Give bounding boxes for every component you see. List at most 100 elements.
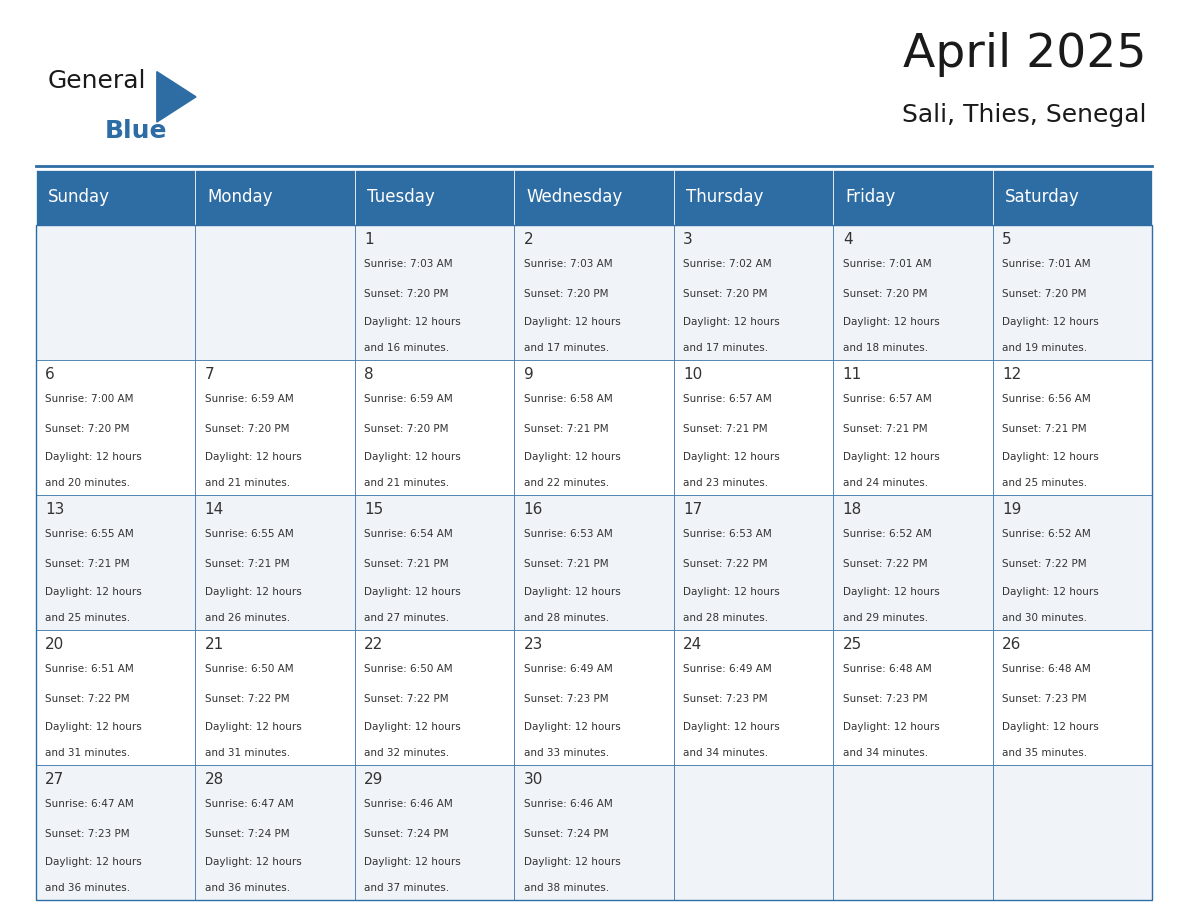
Text: Daylight: 12 hours: Daylight: 12 hours [842,453,940,463]
Text: and 34 minutes.: and 34 minutes. [842,748,928,757]
Text: Sunset: 7:20 PM: Sunset: 7:20 PM [365,289,449,299]
Text: 21: 21 [204,637,223,652]
Text: and 18 minutes.: and 18 minutes. [842,343,928,353]
Text: 1: 1 [365,232,374,247]
Text: and 22 minutes.: and 22 minutes. [524,478,609,487]
Text: and 29 minutes.: and 29 minutes. [842,613,928,622]
Text: Daylight: 12 hours: Daylight: 12 hours [365,722,461,733]
Text: Sunrise: 6:48 AM: Sunrise: 6:48 AM [842,664,931,674]
Bar [514,630,674,765]
Bar [674,170,833,225]
Text: Sunrise: 6:46 AM: Sunrise: 6:46 AM [524,799,613,809]
Text: Daylight: 12 hours: Daylight: 12 hours [842,588,940,598]
Text: Sunrise: 6:49 AM: Sunrise: 6:49 AM [683,664,772,674]
Text: 24: 24 [683,637,702,652]
Text: Sunrise: 6:49 AM: Sunrise: 6:49 AM [524,664,613,674]
Text: Daylight: 12 hours: Daylight: 12 hours [524,318,620,328]
Text: Sunrise: 6:56 AM: Sunrise: 6:56 AM [1003,394,1091,404]
Text: Daylight: 12 hours: Daylight: 12 hours [45,722,141,733]
Text: Blue: Blue [105,119,168,143]
Text: Daylight: 12 hours: Daylight: 12 hours [524,857,620,868]
Text: Sunset: 7:21 PM: Sunset: 7:21 PM [524,559,608,569]
Text: and 37 minutes.: and 37 minutes. [365,883,449,892]
Text: Daylight: 12 hours: Daylight: 12 hours [204,588,302,598]
Text: 10: 10 [683,367,702,382]
Text: Sunrise: 6:47 AM: Sunrise: 6:47 AM [204,799,293,809]
Text: 13: 13 [45,502,64,517]
Text: Sunset: 7:23 PM: Sunset: 7:23 PM [1003,694,1087,704]
Text: and 21 minutes.: and 21 minutes. [204,478,290,487]
Text: Sunrise: 7:02 AM: Sunrise: 7:02 AM [683,259,772,269]
Bar [993,360,1152,495]
Text: and 17 minutes.: and 17 minutes. [524,343,609,353]
Bar [993,630,1152,765]
Text: Sunrise: 7:03 AM: Sunrise: 7:03 AM [365,259,453,269]
Bar [355,765,514,900]
Text: Daylight: 12 hours: Daylight: 12 hours [204,453,302,463]
Text: Sunrise: 6:52 AM: Sunrise: 6:52 AM [1003,529,1091,539]
Bar [674,495,833,630]
Text: Daylight: 12 hours: Daylight: 12 hours [365,857,461,868]
Text: Sunset: 7:24 PM: Sunset: 7:24 PM [524,829,608,839]
Text: Daylight: 12 hours: Daylight: 12 hours [524,722,620,733]
Text: 15: 15 [365,502,384,517]
Text: General: General [48,69,146,93]
Text: Sunrise: 6:51 AM: Sunrise: 6:51 AM [45,664,134,674]
Bar [514,765,674,900]
Bar [195,495,355,630]
Bar [36,630,195,765]
Text: and 19 minutes.: and 19 minutes. [1003,343,1087,353]
Text: 9: 9 [524,367,533,382]
Text: 4: 4 [842,232,853,247]
Text: Daylight: 12 hours: Daylight: 12 hours [1003,722,1099,733]
Text: Sunrise: 6:53 AM: Sunrise: 6:53 AM [683,529,772,539]
Text: and 17 minutes.: and 17 minutes. [683,343,769,353]
Bar [355,170,514,225]
Text: Daylight: 12 hours: Daylight: 12 hours [1003,453,1099,463]
Text: 22: 22 [365,637,384,652]
Text: Daylight: 12 hours: Daylight: 12 hours [45,453,141,463]
Text: Sali, Thies, Senegal: Sali, Thies, Senegal [902,103,1146,127]
Bar [195,765,355,900]
Bar [993,495,1152,630]
Text: and 34 minutes.: and 34 minutes. [683,748,769,757]
Text: Sunset: 7:22 PM: Sunset: 7:22 PM [365,694,449,704]
Text: Sunrise: 6:50 AM: Sunrise: 6:50 AM [204,664,293,674]
Text: Daylight: 12 hours: Daylight: 12 hours [1003,588,1099,598]
Text: Sunrise: 6:58 AM: Sunrise: 6:58 AM [524,394,613,404]
Text: Daylight: 12 hours: Daylight: 12 hours [1003,318,1099,328]
Text: and 27 minutes.: and 27 minutes. [365,613,449,622]
Text: Wednesday: Wednesday [526,188,623,207]
Text: Daylight: 12 hours: Daylight: 12 hours [524,453,620,463]
Text: Daylight: 12 hours: Daylight: 12 hours [683,722,781,733]
Text: 2: 2 [524,232,533,247]
Text: Sunrise: 6:59 AM: Sunrise: 6:59 AM [204,394,293,404]
Text: Sunset: 7:22 PM: Sunset: 7:22 PM [45,694,129,704]
Bar [514,170,674,225]
Text: 19: 19 [1003,502,1022,517]
Text: 20: 20 [45,637,64,652]
Text: Sunset: 7:20 PM: Sunset: 7:20 PM [524,289,608,299]
Text: 23: 23 [524,637,543,652]
Text: Sunset: 7:23 PM: Sunset: 7:23 PM [683,694,767,704]
Text: Daylight: 12 hours: Daylight: 12 hours [683,588,781,598]
Bar [833,630,993,765]
Text: Daylight: 12 hours: Daylight: 12 hours [204,857,302,868]
Text: Sunrise: 6:48 AM: Sunrise: 6:48 AM [1003,664,1091,674]
Text: and 25 minutes.: and 25 minutes. [45,613,131,622]
Text: Sunrise: 6:52 AM: Sunrise: 6:52 AM [842,529,931,539]
Text: Sunset: 7:24 PM: Sunset: 7:24 PM [204,829,290,839]
Text: Daylight: 12 hours: Daylight: 12 hours [45,857,141,868]
Bar [355,225,514,360]
Text: Sunset: 7:20 PM: Sunset: 7:20 PM [365,424,449,434]
Text: Sunset: 7:21 PM: Sunset: 7:21 PM [204,559,290,569]
Text: Sunrise: 6:50 AM: Sunrise: 6:50 AM [365,664,453,674]
Text: 28: 28 [204,772,223,787]
Text: Sunset: 7:21 PM: Sunset: 7:21 PM [1003,424,1087,434]
Text: and 25 minutes.: and 25 minutes. [1003,478,1087,487]
Bar [36,495,195,630]
Text: Daylight: 12 hours: Daylight: 12 hours [524,588,620,598]
Text: and 20 minutes.: and 20 minutes. [45,478,131,487]
Text: Daylight: 12 hours: Daylight: 12 hours [683,318,781,328]
Bar [36,170,195,225]
